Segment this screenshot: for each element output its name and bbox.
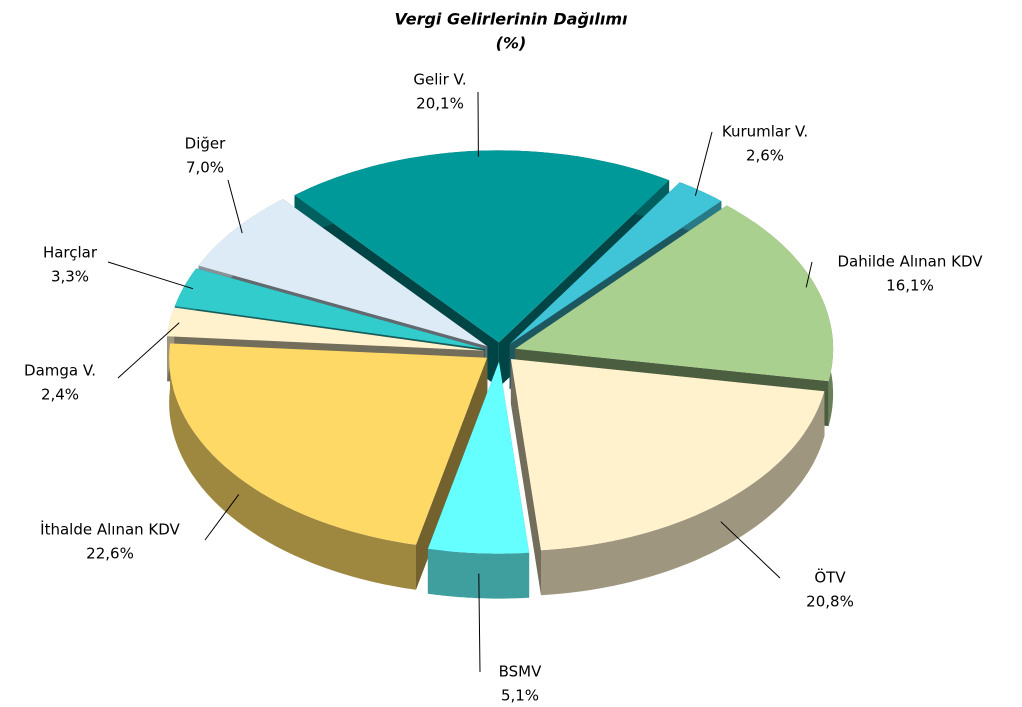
leader-line	[805, 261, 813, 288]
leader-line	[117, 322, 180, 379]
leader-line	[720, 521, 781, 579]
slice	[169, 343, 488, 545]
slice-value-label: 22,6%	[86, 545, 134, 563]
slice	[167, 307, 485, 351]
slice-wall	[510, 359, 541, 596]
slice-label: Damga V.	[24, 362, 96, 380]
slice-value-label: 20,1%	[416, 95, 464, 113]
slice	[294, 150, 670, 343]
slice-label: Gelir V.	[413, 71, 466, 89]
leader-line	[107, 261, 194, 290]
slice	[174, 268, 485, 349]
chart-subtitle: (%)	[496, 34, 527, 53]
slice	[198, 199, 488, 347]
slice-side	[541, 391, 825, 596]
slice-label: Dahilde Alınan KDV	[837, 253, 983, 271]
slice-value-label: 2,4%	[41, 386, 79, 404]
leader-line	[227, 179, 243, 234]
slice-value-label: 7,0%	[186, 159, 224, 177]
slice-value-label: 3,3%	[51, 268, 89, 286]
slice-label: ÖTV	[814, 568, 846, 587]
slice	[510, 359, 825, 551]
slice	[427, 361, 530, 554]
slice-value-label: 20,8%	[806, 593, 854, 611]
leader-line	[478, 573, 481, 673]
slice-label: BSMV	[499, 663, 542, 681]
chart-title: Vergi Gelirlerinin Dağılımı	[395, 10, 629, 29]
slice-label: Diğer	[185, 135, 226, 153]
slice-label: İthalde Alınan KDV	[40, 520, 180, 539]
slice-wall	[416, 357, 488, 590]
slice-value-label: 5,1%	[501, 687, 539, 705]
slice-value-label: 16,1%	[886, 277, 934, 295]
leader-line	[694, 131, 713, 196]
slice-label: Harçlar	[43, 244, 98, 262]
slice	[509, 182, 722, 345]
slice-side	[169, 343, 416, 590]
slice	[515, 205, 834, 382]
slice-value-label: 2,6%	[746, 147, 784, 165]
slice-tops	[167, 150, 834, 554]
slice-label: Kurumlar V.	[722, 123, 808, 141]
leader-line	[204, 494, 240, 541]
